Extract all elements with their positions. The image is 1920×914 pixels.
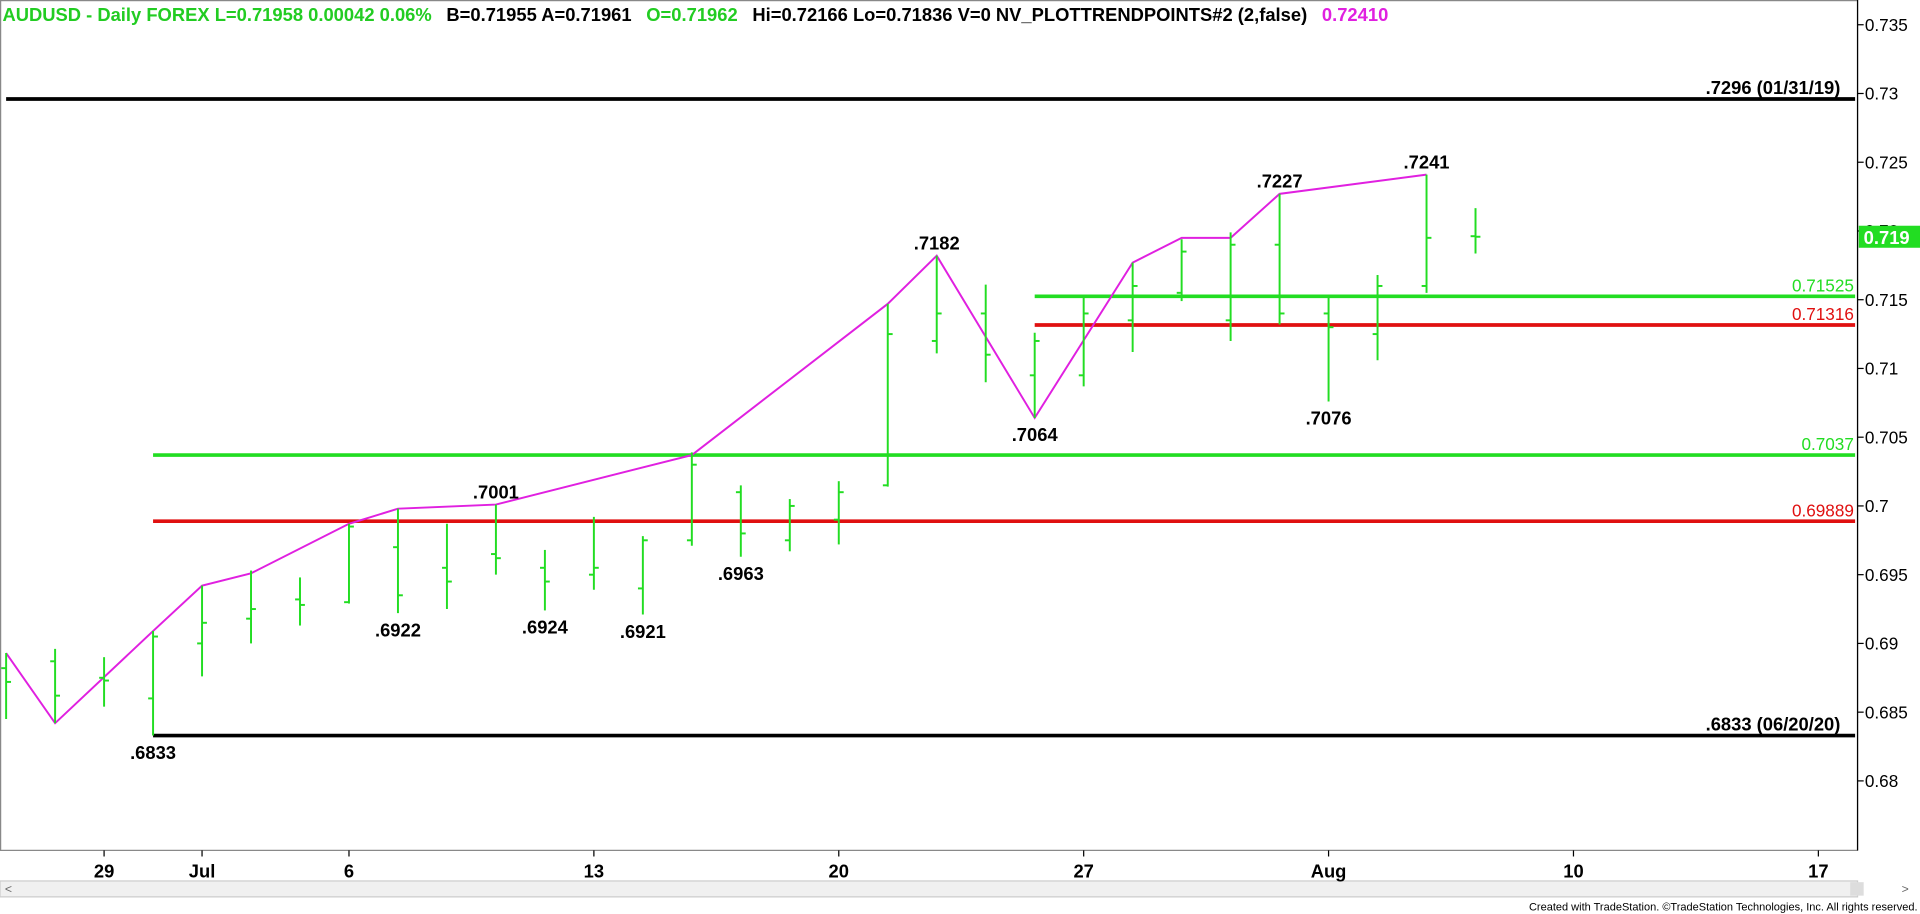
x-tick-label: Jul: [189, 860, 216, 881]
x-tick-label: 29: [94, 860, 114, 881]
x-tick-label: 17: [1808, 860, 1828, 881]
header: AUDUSD - Daily FOREX L=0.71958 0.00042 0…: [2, 4, 1388, 25]
swing-label: .7227: [1257, 171, 1303, 192]
level-label: 0.71316: [1792, 304, 1854, 324]
header-segment: B=0.71955 A=0.71961: [446, 4, 631, 25]
swing-label: .7182: [914, 233, 960, 254]
level-label: 0.69889: [1792, 500, 1854, 520]
x-tick-label: Aug: [1311, 860, 1347, 881]
y-tick-label: 0.73: [1865, 84, 1898, 104]
header-segment: 0.72410: [1322, 4, 1388, 25]
y-tick-label: 0.69: [1865, 634, 1898, 654]
y-tick-label: 0.695: [1865, 565, 1908, 585]
last-price-box: [1858, 225, 1920, 248]
swing-label: .7001: [473, 481, 519, 502]
header-segment: Hi=0.72166 Lo=0.71836 V=0 NV_PLOTTRENDPO…: [752, 4, 1307, 25]
level-label: 0.71525: [1792, 275, 1854, 295]
x-tick-label: 13: [584, 860, 604, 881]
x-tick-label: 6: [344, 860, 354, 881]
y-tick-label: 0.735: [1865, 15, 1908, 35]
swing-label: .6921: [620, 621, 666, 642]
swing-label: .7064: [1012, 424, 1059, 445]
swing-label: .6963: [718, 563, 764, 584]
level-label: .6833 (06/20/20): [1706, 714, 1841, 735]
scroll-left[interactable]: <: [5, 882, 12, 896]
y-tick-label: 0.725: [1865, 152, 1908, 172]
y-tick-label: 0.705: [1865, 427, 1908, 447]
header-segment: AUDUSD - Daily FOREX L=0.71958 0.00042 0…: [2, 4, 431, 25]
y-tick-label: 0.71: [1865, 359, 1898, 379]
scrollbar[interactable]: [0, 880, 1859, 898]
y-tick-label: 0.685: [1865, 702, 1908, 722]
level-label: .7296 (01/31/19): [1706, 77, 1841, 98]
y-tick-label: 0.715: [1865, 290, 1908, 310]
y-tick-label: 0.68: [1865, 771, 1898, 791]
header-segment: O=0.71962: [646, 4, 737, 25]
last-price-label: 0.719: [1864, 227, 1910, 248]
y-tick-label: 0.7: [1865, 496, 1889, 516]
level-label: 0.7037: [1801, 434, 1853, 454]
swing-label: .7076: [1306, 408, 1352, 429]
swing-label: .6922: [375, 619, 421, 640]
swing-label: .7241: [1404, 151, 1450, 172]
x-tick-label: 20: [829, 860, 849, 881]
swing-label: .6833: [130, 742, 176, 763]
swing-label: .6924: [522, 617, 569, 638]
x-tick-label: 10: [1563, 860, 1583, 881]
scroll-right[interactable]: >: [1902, 882, 1909, 896]
scroll-thumb[interactable]: [1850, 882, 1864, 896]
x-tick-label: 27: [1073, 860, 1093, 881]
footer: Created with TradeStation. ©TradeStation…: [1529, 901, 1918, 913]
